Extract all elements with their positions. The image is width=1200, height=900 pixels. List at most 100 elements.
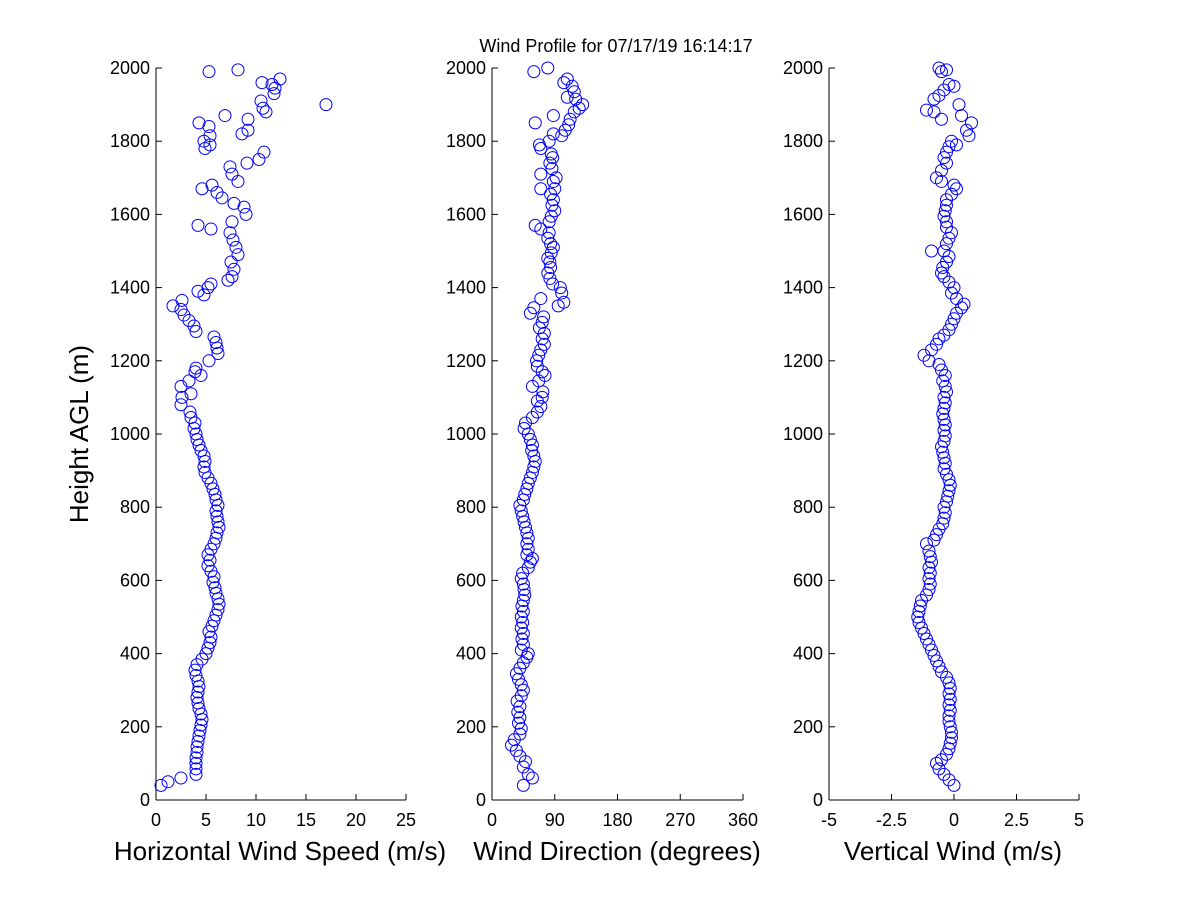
vertical-wind-data-point [937, 511, 951, 525]
direction-data-point [567, 85, 581, 99]
vertical-wind-data-point [950, 182, 963, 196]
vertical-wind-data-point [937, 270, 951, 284]
vertical-wind-data-point [920, 537, 933, 551]
vertical-wind-data-point [943, 720, 957, 734]
direction-data-point [516, 594, 530, 608]
speed-data-point [192, 702, 206, 715]
vertical-wind-data-point [938, 506, 952, 520]
vertical-wind-data-point [935, 266, 948, 280]
vertical-wind-data-point [937, 390, 951, 404]
vertical-wind-data-point [940, 215, 953, 229]
speed-data-point [259, 105, 273, 119]
direction-data-point [527, 65, 541, 79]
direction-data-point [511, 716, 525, 730]
vertical-wind-data-point [923, 550, 937, 564]
vertical-wind-x-tick-label: 2.5 [1004, 810, 1029, 830]
speed-data-point [225, 167, 239, 181]
speed-data-point [191, 696, 205, 710]
speed-data-point [319, 98, 333, 112]
vertical-wind-y-tick-label: 1200 [783, 351, 823, 371]
direction-data-point [532, 138, 546, 152]
vertical-wind-data-point [938, 204, 952, 218]
speed-data-point [252, 153, 266, 166]
vertical-wind-data-point [965, 116, 978, 130]
vertical-wind-data-point [962, 129, 976, 143]
direction-x-tick-label: 270 [665, 810, 695, 830]
direction-data-point [543, 255, 557, 269]
speed-data-point [192, 116, 206, 130]
speed-y-tick-label: 400 [120, 644, 150, 664]
direction-y-tick-label: 2000 [446, 58, 486, 78]
vertical-wind-data-point [947, 178, 961, 192]
vertical-wind-data-point [913, 599, 927, 613]
speed-data-point [210, 509, 224, 523]
vertical-wind-data-point [942, 140, 956, 154]
direction-data-point [516, 615, 530, 629]
vertical-wind-data-point [932, 659, 946, 673]
direction-data-point [544, 260, 558, 274]
vertical-wind-data-point [945, 731, 958, 745]
speed-data-point [184, 411, 198, 425]
direction-data-point [530, 354, 544, 368]
speed-data-point [197, 460, 211, 474]
direction-data-point [516, 683, 530, 697]
vertical-wind-data-point [935, 363, 948, 377]
speed-data-point [183, 405, 197, 419]
speed-data-point [254, 94, 268, 108]
vertical-wind-data-point [930, 337, 943, 351]
direction-data-point [536, 385, 550, 399]
vertical-wind-data-point [945, 317, 958, 331]
direction-data-point [565, 79, 579, 93]
speed-data-point [203, 553, 217, 567]
vertical-wind-data-point [943, 736, 957, 750]
direction-data-point [527, 301, 541, 315]
vertical-wind-panel: 0 200 400 600 800 1000 1200 1400 1600 1800 2000 -5 -… [783, 58, 1084, 830]
speed-data-point [205, 178, 219, 192]
vertical-wind-y-tick-label: 0 [813, 790, 823, 810]
vertical-wind-data-point [932, 762, 946, 776]
direction-data-point [546, 127, 560, 141]
direction-data-point [528, 116, 542, 130]
speed-data-point [209, 336, 223, 349]
direction-y-tick-label: 1800 [446, 131, 486, 151]
speed-x-axis-label: Horizontal Wind Speed (m/s) [114, 836, 446, 866]
vertical-wind-data-point [942, 698, 956, 712]
vertical-wind-data-point [930, 171, 943, 185]
speed-data-point [189, 767, 203, 781]
speed-data-point [161, 775, 175, 789]
vertical-wind-data-point [947, 312, 961, 326]
speed-data-point [223, 160, 237, 174]
direction-data-point [544, 246, 558, 260]
direction-y-tick-label: 600 [456, 570, 486, 590]
speed-data-point [204, 277, 218, 291]
vertical-wind-data-point [940, 237, 953, 251]
speed-data-point [174, 303, 188, 317]
vertical-wind-data-point [925, 244, 938, 258]
vertical-wind-data-point [923, 577, 937, 591]
speed-y-tick-label: 1200 [110, 351, 150, 371]
vertical-wind-data-point [940, 467, 953, 481]
vertical-wind-x-tick-label: -5 [821, 810, 837, 830]
speed-data-point [204, 630, 218, 644]
speed-data-point [241, 123, 255, 137]
speed-data-point [241, 112, 255, 126]
direction-data-point [555, 286, 569, 300]
speed-data-point [273, 72, 287, 86]
direction-data-point [546, 174, 560, 188]
direction-data-point [525, 443, 539, 457]
speed-data-point [191, 218, 205, 232]
speed-data-point [210, 526, 224, 540]
direction-data-point [534, 182, 548, 196]
speed-data-point [198, 465, 212, 479]
direction-data-point [513, 727, 527, 741]
speed-data-point [202, 65, 216, 79]
vertical-wind-y-tick-label: 2000 [783, 58, 823, 78]
direction-data-point [532, 348, 546, 362]
speed-data-point [201, 559, 215, 573]
direction-data-point [514, 504, 528, 518]
direction-data-point [513, 711, 527, 725]
vertical-wind-data-point [940, 145, 953, 159]
direction-data-point [520, 548, 534, 562]
vertical-wind-data-point [952, 98, 966, 112]
vertical-wind-x-axis-label: Vertical Wind (m/s) [844, 836, 1062, 866]
